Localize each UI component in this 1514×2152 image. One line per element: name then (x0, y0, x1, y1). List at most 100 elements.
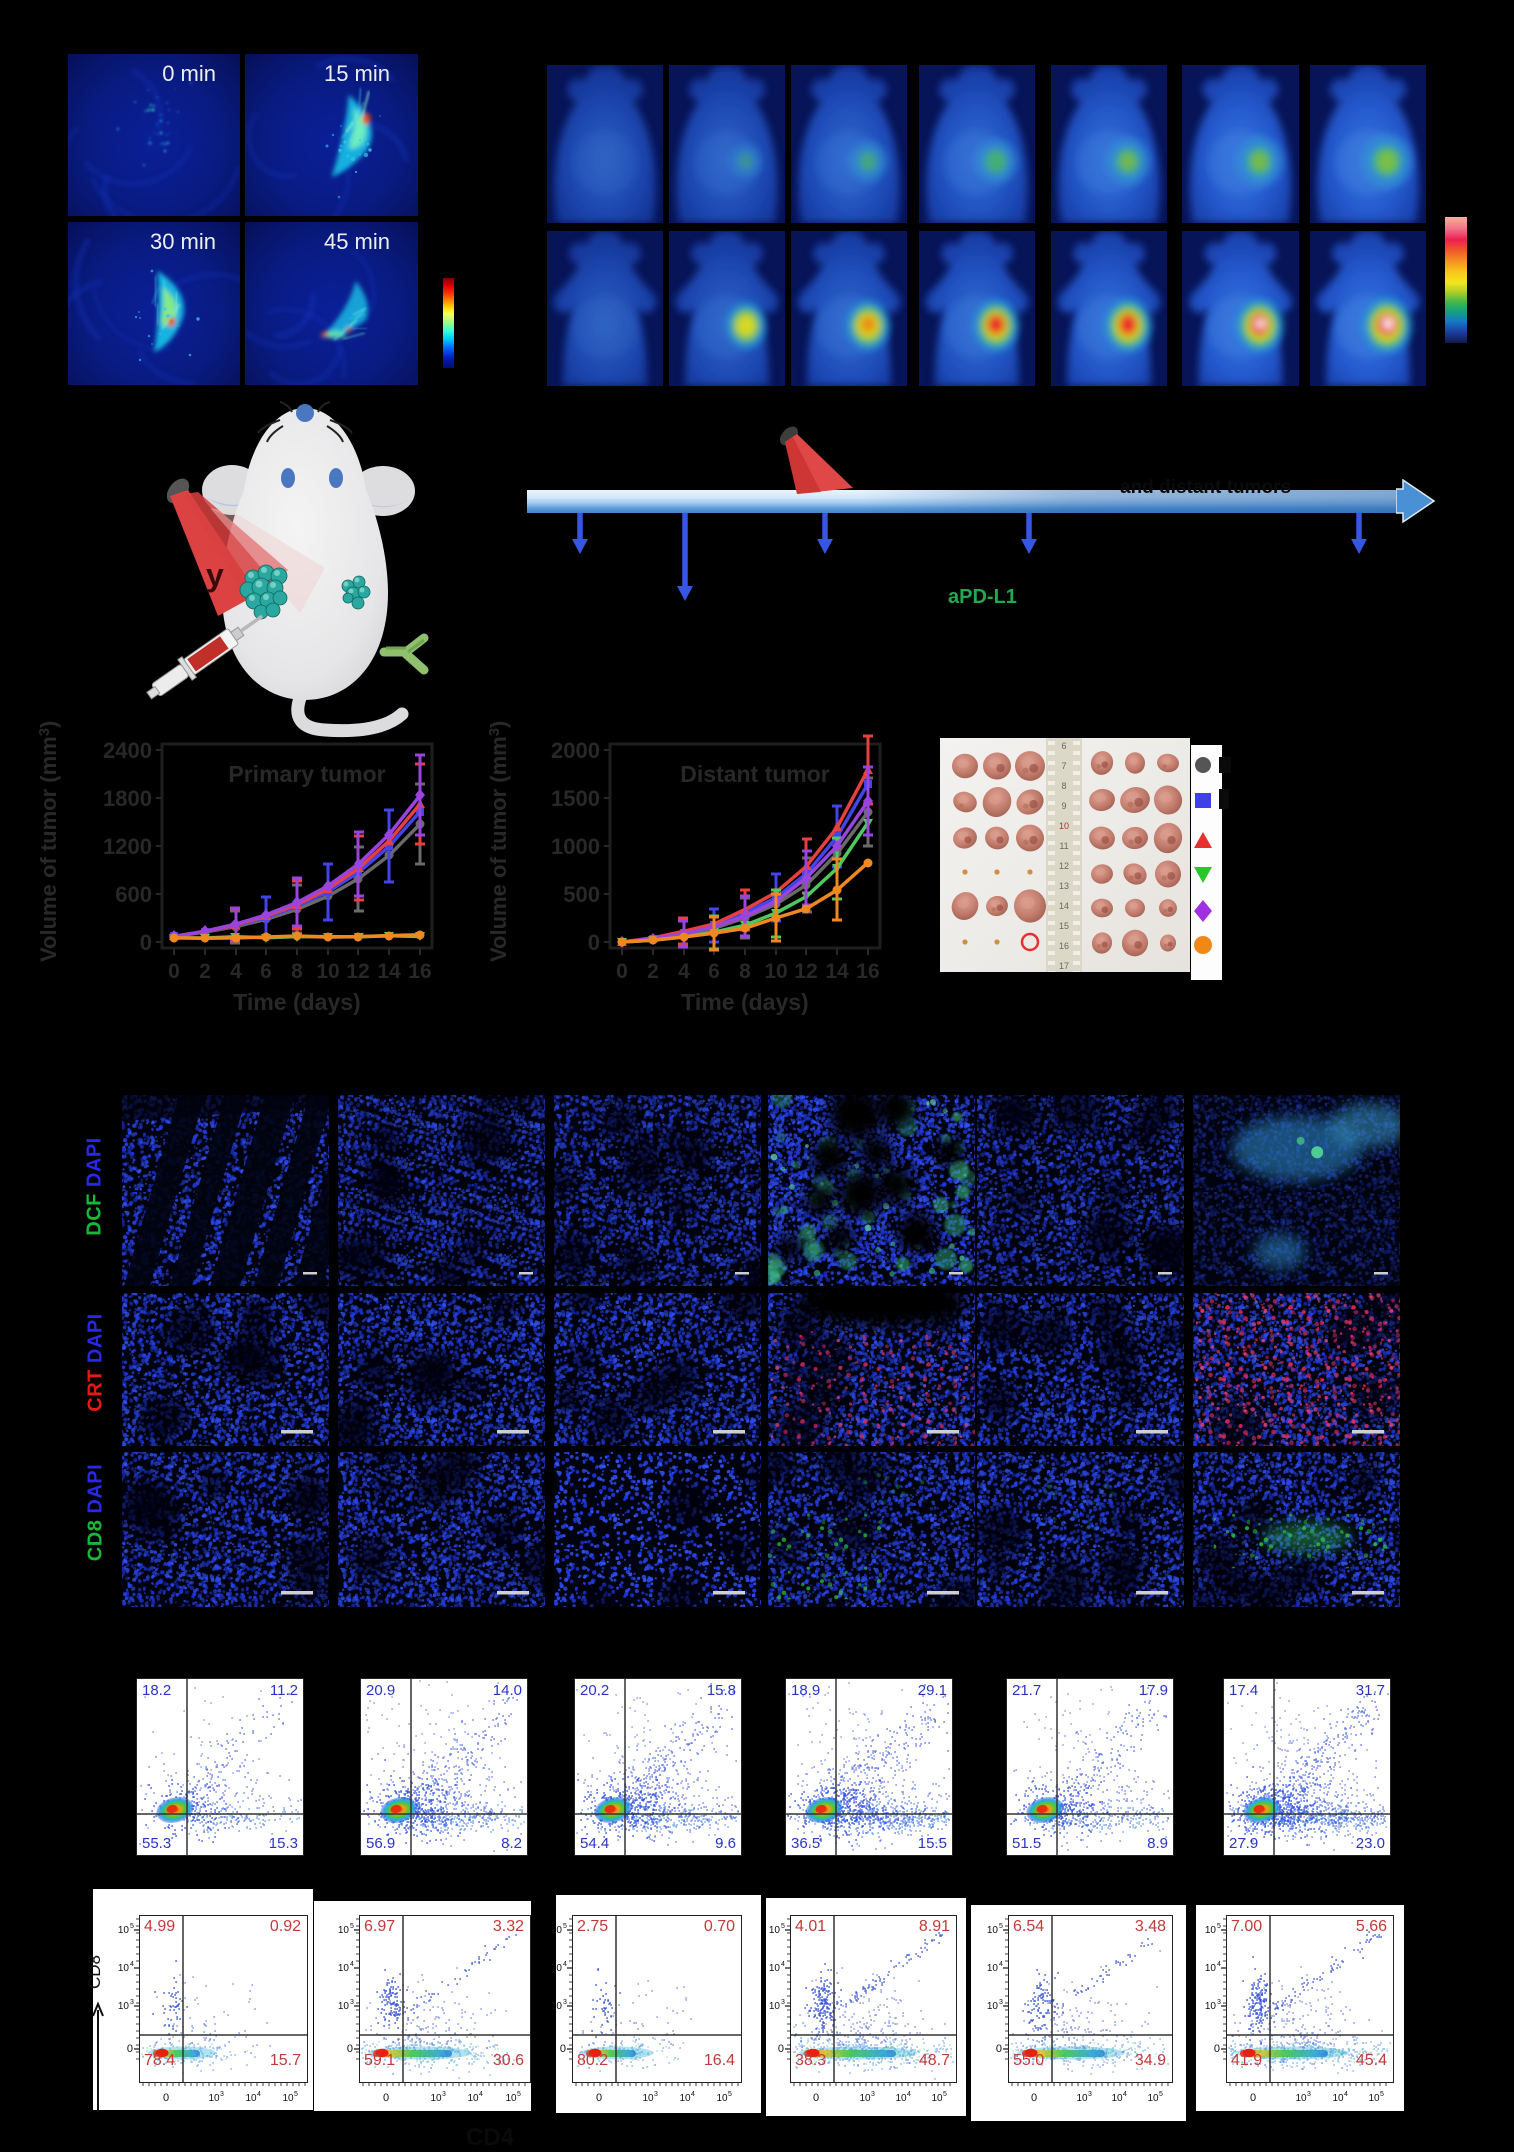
svg-text:5: 5 (1159, 2091, 1163, 2098)
svg-text:13: 13 (1059, 881, 1069, 891)
svg-text:5: 5 (728, 2091, 732, 2098)
svg-text:8: 8 (1061, 781, 1066, 791)
svg-text:10: 10 (679, 2093, 691, 2104)
svg-text:5: 5 (517, 2091, 521, 2098)
svg-text:0: 0 (140, 930, 152, 955)
svg-text:5: 5 (943, 2091, 947, 2098)
svg-text:10: 10 (987, 2001, 999, 2012)
svg-text:10: 10 (1205, 1925, 1217, 1936)
svg-text:12: 12 (346, 960, 369, 983)
svg-text:5: 5 (781, 1923, 785, 1930)
svg-text:10: 10 (716, 2093, 728, 2104)
svg-text:3: 3 (1307, 2091, 1311, 2098)
svg-text:10: 10 (1332, 2093, 1344, 2104)
svg-text:17: 17 (1059, 961, 1069, 971)
svg-text:Primary tumor: Primary tumor (228, 761, 385, 787)
svg-text:10: 10 (282, 2093, 294, 2104)
svg-text:6: 6 (260, 960, 272, 983)
svg-text:6: 6 (1061, 741, 1066, 751)
svg-text:10: 10 (1076, 2093, 1088, 2104)
svg-text:10: 10 (118, 1963, 130, 1974)
svg-text:10: 10 (859, 2093, 871, 2104)
svg-text:0: 0 (383, 2092, 389, 2104)
svg-text:10: 10 (1205, 1963, 1217, 1974)
svg-text:5: 5 (563, 1923, 567, 1930)
svg-text:9: 9 (1061, 801, 1066, 811)
svg-text:2: 2 (199, 960, 211, 983)
svg-text:0: 0 (596, 2092, 602, 2104)
svg-text:10: 10 (551, 2001, 563, 2012)
svg-text:8: 8 (291, 960, 303, 983)
svg-text:4: 4 (1217, 1961, 1221, 1968)
svg-text:11: 11 (1059, 841, 1068, 851)
svg-text:4: 4 (1344, 2091, 1348, 2098)
svg-text:10: 10 (338, 2001, 350, 2012)
svg-text:4: 4 (999, 1961, 1003, 1968)
svg-text:0: 0 (588, 930, 600, 955)
svg-text:0: 0 (163, 2092, 169, 2104)
svg-text:12: 12 (794, 960, 817, 983)
svg-text:10: 10 (764, 960, 787, 983)
svg-text:0: 0 (1214, 2043, 1220, 2055)
svg-text:3: 3 (130, 1999, 134, 2006)
svg-text:3: 3 (563, 1999, 567, 2006)
svg-text:10: 10 (208, 2093, 220, 2104)
svg-text:3: 3 (999, 1999, 1003, 2006)
svg-text:3: 3 (220, 2091, 224, 2098)
svg-text:6: 6 (708, 960, 720, 983)
svg-text:14: 14 (1059, 901, 1069, 911)
svg-text:3: 3 (350, 1999, 354, 2006)
svg-text:5: 5 (999, 1923, 1003, 1930)
svg-text:2000: 2000 (551, 738, 600, 763)
svg-text:4: 4 (230, 960, 242, 983)
svg-text:5: 5 (1217, 1923, 1221, 1930)
svg-text:0: 0 (813, 2092, 819, 2104)
svg-text:7: 7 (1061, 761, 1066, 771)
svg-text:0: 0 (616, 960, 628, 983)
svg-text:0: 0 (996, 2043, 1002, 2055)
svg-text:3: 3 (871, 2091, 875, 2098)
svg-text:0: 0 (127, 2043, 133, 2055)
svg-text:Time (days): Time (days) (681, 989, 808, 1015)
svg-text:10: 10 (1295, 2093, 1307, 2104)
svg-text:10: 10 (338, 1963, 350, 1974)
svg-text:3: 3 (654, 2091, 658, 2098)
svg-text:4: 4 (691, 2091, 695, 2098)
svg-text:10: 10 (642, 2093, 654, 2104)
svg-text:5: 5 (294, 2091, 298, 2098)
svg-text:y: y (206, 557, 224, 593)
svg-text:10: 10 (338, 1925, 350, 1936)
svg-text:10: 10 (1147, 2093, 1159, 2104)
svg-text:10: 10 (245, 2093, 257, 2104)
svg-text:1000: 1000 (551, 834, 600, 859)
svg-text:4: 4 (781, 1961, 785, 1968)
svg-text:14: 14 (825, 960, 849, 983)
svg-text:3: 3 (442, 2091, 446, 2098)
svg-text:10: 10 (551, 1925, 563, 1936)
svg-text:10: 10 (987, 1963, 999, 1974)
svg-text:10: 10 (769, 1963, 781, 1974)
svg-text:10: 10 (1059, 821, 1069, 831)
svg-text:10: 10 (769, 1925, 781, 1936)
svg-text:10: 10 (931, 2093, 943, 2104)
svg-text:4: 4 (257, 2091, 261, 2098)
svg-text:0: 0 (560, 2043, 566, 2055)
svg-text:4: 4 (350, 1961, 354, 1968)
svg-text:2: 2 (647, 960, 659, 983)
svg-text:1800: 1800 (103, 786, 152, 811)
svg-text:4: 4 (1123, 2091, 1127, 2098)
svg-text:600: 600 (115, 882, 152, 907)
svg-text:10: 10 (1111, 2093, 1123, 2104)
svg-text:5: 5 (130, 1923, 134, 1930)
svg-text:0: 0 (778, 2043, 784, 2055)
svg-text:10: 10 (316, 960, 339, 983)
svg-text:4: 4 (907, 2091, 911, 2098)
svg-text:15: 15 (1059, 921, 1069, 931)
svg-text:0: 0 (1250, 2092, 1256, 2104)
svg-text:12: 12 (1059, 861, 1069, 871)
svg-text:Time (days): Time (days) (233, 989, 360, 1015)
svg-text:16: 16 (1059, 941, 1069, 951)
svg-text:10: 10 (1205, 2001, 1217, 2012)
svg-text:8: 8 (739, 960, 751, 983)
svg-text:5: 5 (350, 1923, 354, 1930)
